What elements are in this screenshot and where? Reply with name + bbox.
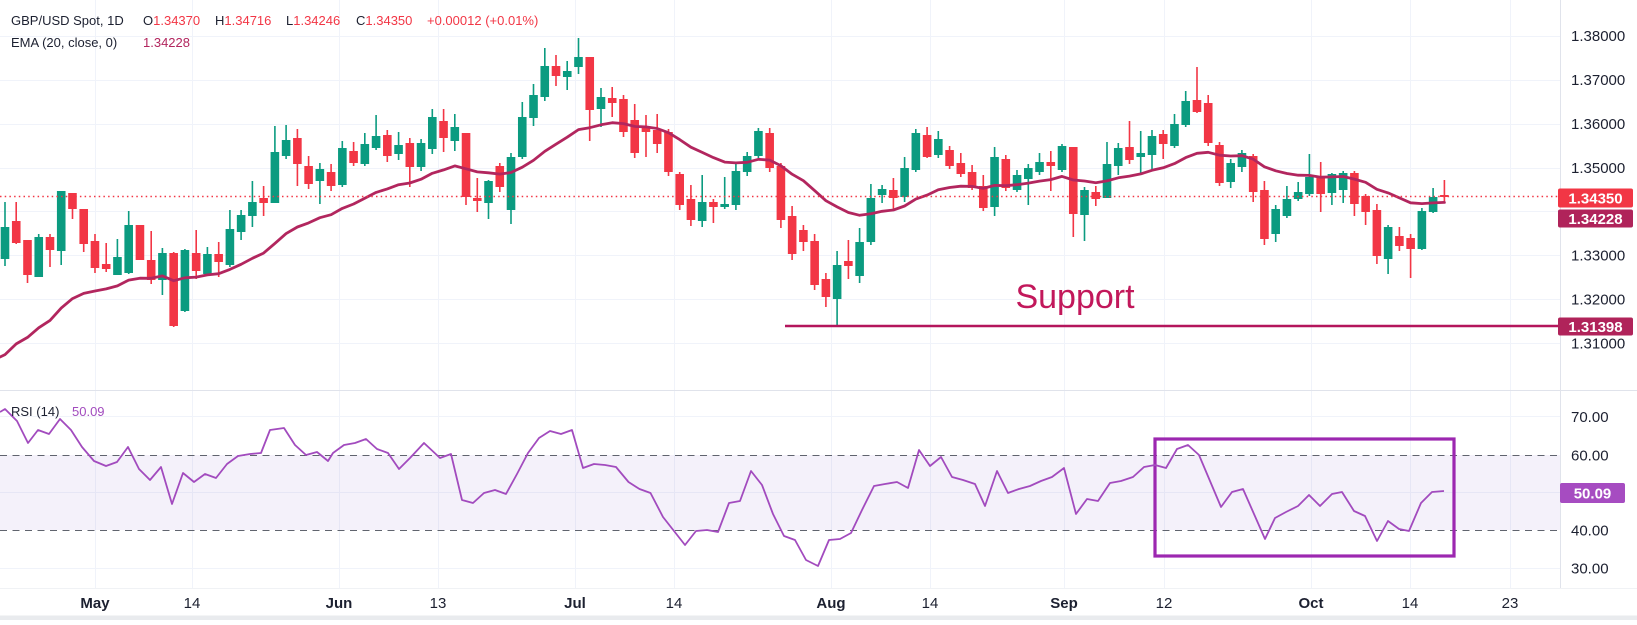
svg-text:1.36000: 1.36000 <box>1571 116 1625 133</box>
svg-text:1.37000: 1.37000 <box>1571 72 1625 89</box>
svg-text:1.31398: 1.31398 <box>1568 319 1622 336</box>
svg-text:1.34350: 1.34350 <box>1568 190 1622 207</box>
svg-text:1.34228: 1.34228 <box>143 35 190 50</box>
svg-text:O1.34370: O1.34370 <box>143 13 200 28</box>
svg-text:12: 12 <box>1156 595 1173 612</box>
svg-text:Aug: Aug <box>816 595 845 612</box>
svg-text:60.00: 60.00 <box>1571 447 1609 464</box>
svg-text:Jul: Jul <box>564 595 586 612</box>
svg-text:EMA (20, close, 0): EMA (20, close, 0) <box>11 35 117 50</box>
svg-text:May: May <box>80 595 110 612</box>
svg-text:70.00: 70.00 <box>1571 409 1609 426</box>
svg-text:50.09: 50.09 <box>72 404 105 419</box>
svg-text:13: 13 <box>430 595 447 612</box>
svg-text:1.35000: 1.35000 <box>1571 160 1625 177</box>
svg-text:14: 14 <box>1402 595 1419 612</box>
svg-text:14: 14 <box>666 595 683 612</box>
svg-text:1.31000: 1.31000 <box>1571 335 1625 352</box>
svg-text:14: 14 <box>922 595 939 612</box>
svg-text:1.32000: 1.32000 <box>1571 292 1625 309</box>
svg-text:Sep: Sep <box>1050 595 1078 612</box>
svg-text:50.09: 50.09 <box>1574 485 1612 502</box>
svg-text:Jun: Jun <box>326 595 353 612</box>
svg-text:1.38000: 1.38000 <box>1571 28 1625 45</box>
svg-text:14: 14 <box>184 595 201 612</box>
svg-text:1.33000: 1.33000 <box>1571 248 1625 265</box>
svg-text:GBP/USD Spot, 1D: GBP/USD Spot, 1D <box>11 13 124 28</box>
svg-text:40.00: 40.00 <box>1571 522 1609 539</box>
svg-text:Support: Support <box>1015 278 1135 316</box>
svg-text:1.34228: 1.34228 <box>1568 211 1622 228</box>
svg-text:L1.34246: L1.34246 <box>286 13 340 28</box>
svg-text:H1.34716: H1.34716 <box>215 13 271 28</box>
svg-text:+0.00012 (+0.01%): +0.00012 (+0.01%) <box>427 13 538 28</box>
svg-text:30.00: 30.00 <box>1571 560 1609 577</box>
svg-text:23: 23 <box>1502 595 1519 612</box>
svg-text:RSI (14): RSI (14) <box>11 404 59 419</box>
svg-text:C1.34350: C1.34350 <box>356 13 412 28</box>
svg-text:Oct: Oct <box>1298 595 1323 612</box>
